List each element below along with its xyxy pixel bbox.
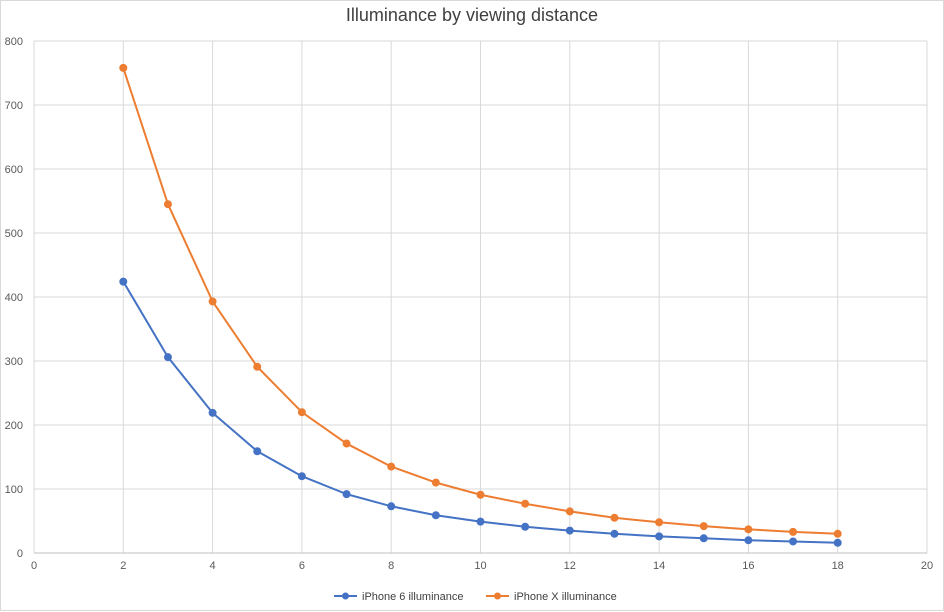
data-point bbox=[789, 527, 798, 536]
data-point bbox=[163, 353, 172, 362]
data-point bbox=[431, 511, 440, 520]
data-point bbox=[297, 408, 306, 417]
data-point bbox=[431, 478, 440, 487]
data-series bbox=[119, 63, 842, 547]
x-tick-label: 8 bbox=[388, 560, 394, 572]
data-point bbox=[297, 472, 306, 481]
y-tick-label: 800 bbox=[5, 36, 23, 48]
legend-marker bbox=[342, 592, 349, 600]
data-point bbox=[655, 532, 664, 541]
axes: 0 2 4 6 8 10 12 14 16 18 2001002003004005006007008… bbox=[5, 36, 933, 572]
legend-item: iPhone 6 illuminance bbox=[334, 591, 464, 603]
data-point bbox=[208, 297, 217, 306]
data-point bbox=[833, 538, 842, 547]
data-point bbox=[119, 277, 128, 286]
data-point bbox=[119, 63, 128, 72]
y-tick-label: 500 bbox=[5, 228, 23, 240]
data-point bbox=[699, 534, 708, 543]
grid-lines bbox=[33, 40, 928, 554]
x-tick-label: 0 bbox=[31, 560, 37, 572]
data-point bbox=[342, 490, 351, 499]
x-tick-label: 6 bbox=[299, 560, 305, 572]
x-tick-label: 10 bbox=[474, 560, 486, 572]
data-point bbox=[610, 529, 619, 538]
x-tick-label: 4 bbox=[210, 560, 216, 572]
y-tick-label: 600 bbox=[5, 164, 23, 176]
data-point bbox=[253, 447, 262, 456]
x-tick-label: 18 bbox=[832, 560, 844, 572]
y-tick-label: 700 bbox=[5, 100, 23, 112]
x-tick-label: 12 bbox=[564, 560, 576, 572]
legend: iPhone 6 illuminance iPhone X illuminance bbox=[334, 591, 617, 603]
data-point bbox=[342, 439, 351, 448]
y-tick-label: 100 bbox=[5, 484, 23, 496]
y-tick-label: 200 bbox=[5, 420, 23, 432]
y-tick-label: 0 bbox=[17, 548, 23, 560]
data-point bbox=[521, 522, 530, 531]
data-point bbox=[699, 522, 708, 531]
legend-label: iPhone X illuminance bbox=[514, 591, 617, 603]
data-point bbox=[253, 362, 262, 371]
x-tick-label: 16 bbox=[742, 560, 754, 572]
data-point bbox=[163, 200, 172, 209]
data-point bbox=[565, 507, 574, 516]
series-2 bbox=[119, 63, 842, 538]
data-point bbox=[387, 502, 396, 511]
data-point bbox=[565, 526, 574, 535]
data-point bbox=[744, 525, 753, 534]
data-point bbox=[387, 462, 396, 471]
series-1 bbox=[119, 277, 842, 547]
data-point bbox=[789, 537, 798, 546]
y-tick-label: 300 bbox=[5, 356, 23, 368]
data-point bbox=[476, 490, 485, 499]
x-tick-label: 20 bbox=[921, 560, 933, 572]
chart-title: Illuminance by viewing distance bbox=[346, 5, 598, 25]
data-point bbox=[833, 529, 842, 538]
y-tick-label: 400 bbox=[5, 292, 23, 304]
legend-label: iPhone 6 illuminance bbox=[362, 591, 464, 603]
x-tick-label: 14 bbox=[653, 560, 665, 572]
legend-marker bbox=[494, 592, 501, 600]
x-tick-label: 2 bbox=[120, 560, 126, 572]
legend-item: iPhone X illuminance bbox=[486, 591, 617, 603]
data-point bbox=[610, 513, 619, 522]
data-point bbox=[476, 517, 485, 526]
data-point bbox=[655, 518, 664, 527]
data-point bbox=[521, 499, 530, 508]
data-point bbox=[208, 408, 217, 417]
data-point bbox=[744, 536, 753, 545]
